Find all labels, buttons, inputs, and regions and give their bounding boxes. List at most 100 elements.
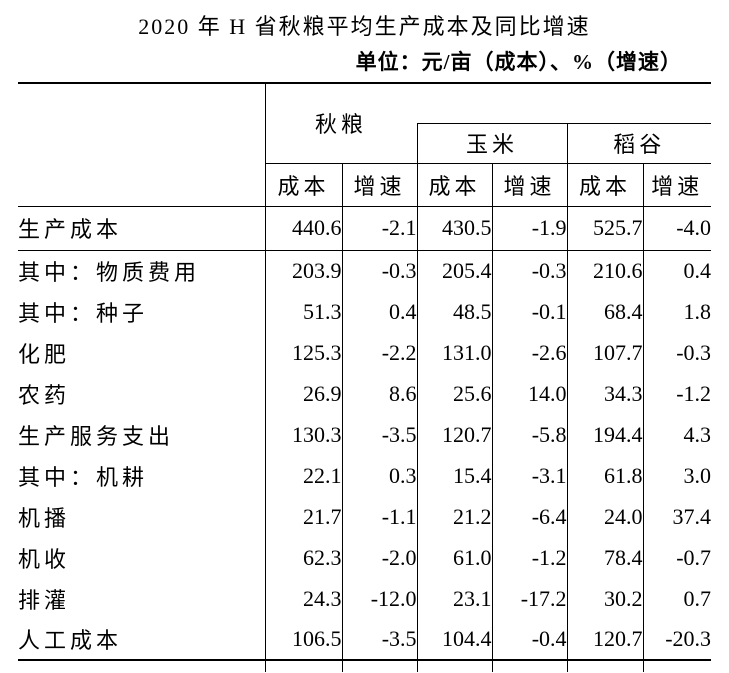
table-row: 其中：物质费用 203.9 -0.3 205.4 -0.3 210.6 0.4 [18, 250, 712, 291]
table-row: 人工成本 106.5 -3.5 104.4 -0.4 120.7 -20.3 [18, 619, 712, 661]
cell-value: 78.4 [566, 537, 644, 578]
row-label: 其中：种子 [18, 300, 149, 326]
cell-value: -1.9 [491, 206, 568, 251]
stub-cell [566, 660, 644, 672]
cell-value: -12.0 [341, 578, 418, 619]
cell-value: 0.7 [642, 578, 712, 619]
cell-value: 4.3 [642, 414, 712, 455]
cell-value: 104.4 [416, 619, 493, 661]
cell-value: -1.2 [491, 537, 568, 578]
cell-value: -0.1 [491, 291, 568, 332]
cell-value: -3.5 [341, 414, 418, 455]
cell-value: -3.1 [491, 455, 568, 496]
cell-value: 131.0 [416, 332, 493, 373]
cell-value: -0.3 [491, 250, 568, 291]
table-row: 排灌 24.3 -12.0 23.1 -17.2 30.2 0.7 [18, 578, 712, 619]
stub-cell [264, 660, 342, 672]
cell-value: 21.2 [416, 496, 493, 537]
cell-value: 8.6 [341, 373, 418, 414]
cell-value: 1.8 [642, 291, 712, 332]
cell-value: -2.2 [341, 332, 418, 373]
cell-value: 205.4 [416, 250, 493, 291]
cell-value: 14.0 [491, 373, 568, 414]
cell-value: 203.9 [264, 250, 342, 291]
header-row-groups: 玉米 稻谷 [18, 123, 712, 164]
table-row: 生产成本 440.6 -2.1 430.5 -1.9 525.7 -4.0 [18, 206, 712, 251]
cell-value: -1.2 [642, 373, 712, 414]
table-row: 农药 26.9 8.6 25.6 14.0 34.3 -1.2 [18, 373, 712, 414]
cell-value: 210.6 [566, 250, 644, 291]
cell-value: -6.4 [491, 496, 568, 537]
cell-value: -0.3 [642, 332, 712, 373]
cell-value: 68.4 [566, 291, 644, 332]
stub-cell [491, 660, 568, 672]
header-row-measures: 成本 增速 成本 增速 成本 增速 [18, 163, 712, 207]
cell-value: -2.1 [341, 206, 418, 251]
row-label: 其中：物质费用 [18, 259, 201, 285]
cell-value: 125.3 [264, 332, 342, 373]
cell-value: -3.5 [341, 619, 418, 661]
cell-value: 61.8 [566, 455, 644, 496]
cell-value: 62.3 [264, 537, 342, 578]
page-title: 2020 年 H 省秋粮平均生产成本及同比增速 [138, 14, 591, 39]
row-label: 其中：机耕 [18, 464, 149, 490]
row-label: 机收 [18, 546, 71, 572]
cell-value: 440.6 [264, 206, 342, 251]
stub-cell [642, 660, 712, 672]
table-row: 化肥 125.3 -2.2 131.0 -2.6 107.7 -0.3 [18, 332, 712, 373]
header-group-rice: 稻谷 [566, 123, 712, 164]
cell-value: 120.7 [416, 414, 493, 455]
cell-value: 24.3 [264, 578, 342, 619]
cell-value: -4.0 [642, 206, 712, 251]
unit-note: 单位：元/亩（成本）、%（增速） [355, 50, 682, 74]
cell-value: 30.2 [566, 578, 644, 619]
cell-value: 22.1 [264, 455, 342, 496]
cell-value: 0.4 [341, 291, 418, 332]
row-label: 化肥 [18, 341, 71, 367]
header-corner-cell [18, 83, 266, 207]
header-group-corn: 玉米 [416, 123, 568, 164]
cell-value: 130.3 [264, 414, 342, 455]
table-row: 机收 62.3 -2.0 61.0 -1.2 78.4 -0.7 [18, 537, 712, 578]
cell-value: 194.4 [566, 414, 644, 455]
header-row-groups-top: 秋粮 [18, 83, 712, 207]
header-empty-strip [417, 83, 712, 124]
header-autumn-growth: 增速 [341, 163, 418, 207]
cell-value: 0.3 [341, 455, 418, 496]
cell-value: 15.4 [416, 455, 493, 496]
cell-value: -20.3 [642, 619, 712, 661]
cell-value: -2.6 [491, 332, 568, 373]
table-row: 机播 21.7 -1.1 21.2 -6.4 24.0 37.4 [18, 496, 712, 537]
cell-value: 0.4 [642, 250, 712, 291]
row-label: 排灌 [18, 587, 71, 613]
cell-value: 120.7 [566, 619, 644, 661]
cell-value: -5.8 [491, 414, 568, 455]
cell-value: -2.0 [341, 537, 418, 578]
cell-value: 24.0 [566, 496, 644, 537]
cell-value: 23.1 [416, 578, 493, 619]
cell-value: -0.7 [642, 537, 712, 578]
cell-value: 21.7 [264, 496, 342, 537]
cell-value: 107.7 [566, 332, 644, 373]
header-corn-growth: 增速 [491, 163, 568, 207]
cell-value: 430.5 [416, 206, 493, 251]
cell-value: 51.3 [264, 291, 342, 332]
header-group-autumn-grain: 秋粮 [265, 83, 418, 164]
header-rice-growth: 增速 [642, 163, 712, 207]
cell-value: -17.2 [491, 578, 568, 619]
table-row: 其中：种子 51.3 0.4 48.5 -0.1 68.4 1.8 [18, 291, 712, 332]
row-label: 机播 [18, 505, 71, 531]
cell-value: 26.9 [264, 373, 342, 414]
table-stub-row [18, 660, 712, 672]
stub-cell [341, 660, 418, 672]
cell-value: -1.1 [341, 496, 418, 537]
cell-value: 3.0 [642, 455, 712, 496]
cell-value: 61.0 [416, 537, 493, 578]
cell-value: 106.5 [264, 619, 342, 661]
cell-value: 525.7 [566, 206, 644, 251]
row-label: 农药 [18, 382, 71, 408]
cost-table: 秋粮 玉米 稻谷 成本 增速 成本 增速 成本 增速 生产成本 440.6 -2… [18, 82, 712, 672]
cell-value: 48.5 [416, 291, 493, 332]
table-row: 生产服务支出 130.3 -3.5 120.7 -5.8 194.4 4.3 [18, 414, 712, 455]
